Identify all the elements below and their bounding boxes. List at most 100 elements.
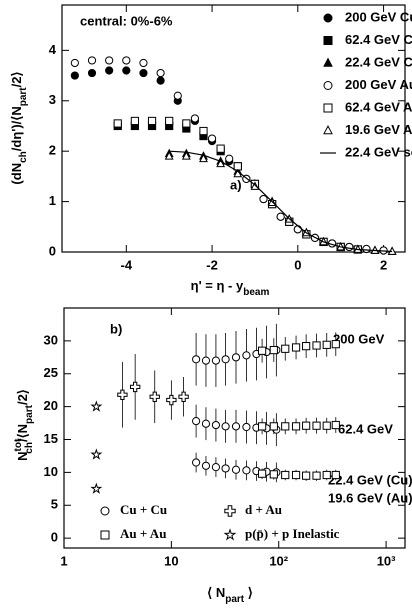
y-tick-label: 5 [51, 497, 58, 512]
y-tick-label: 20 [44, 398, 58, 413]
marker [293, 225, 302, 234]
marker [216, 144, 225, 153]
marker [122, 56, 131, 65]
x-axis-label-part: η' = η - y [191, 278, 244, 293]
marker [139, 58, 148, 68]
marker [269, 470, 278, 479]
marker [87, 68, 97, 78]
marker [221, 355, 230, 364]
legend-label: 22.4 GeV Cu+Cu [345, 54, 412, 69]
marker [322, 340, 331, 349]
annotation: 22.4 GeV (Cu) [328, 472, 412, 487]
legend-label: 62.4 GeV Cu+Cu [345, 32, 412, 47]
y-axis-label: Ntotch/⟨Npart/2⟩ [13, 389, 35, 461]
legend-label: 22.4 GeV scaled Au+Au [345, 144, 412, 159]
marker [281, 422, 290, 431]
marker [166, 394, 177, 406]
marker [345, 242, 354, 252]
y-axis-label-part: /2⟩ [15, 389, 30, 405]
marker [225, 154, 234, 163]
y-tick-label: 25 [44, 365, 58, 380]
marker [87, 56, 97, 65]
marker [291, 343, 301, 352]
annotation: a) [230, 177, 242, 192]
marker [211, 356, 221, 365]
marker [201, 419, 211, 428]
x-axis-label-part: ⟨ N [207, 585, 225, 600]
legend-label: Cu + Cu [120, 502, 167, 517]
legend-marker [323, 81, 333, 90]
x-tick-label: 0 [294, 257, 301, 272]
y-axis-label-part: part [24, 404, 35, 424]
legend-label: d + Au [245, 502, 282, 517]
plot-frame [61, 4, 406, 253]
annotation: 19.6 GeV (Au) [328, 490, 412, 505]
marker [164, 151, 174, 160]
y-axis-label-part: /⟨N [15, 424, 30, 442]
marker [117, 389, 128, 400]
legend-marker [224, 505, 236, 517]
marker [70, 71, 79, 80]
marker [90, 482, 103, 494]
marker [130, 116, 139, 126]
marker [192, 355, 201, 364]
x-tick-label: 2 [380, 257, 387, 272]
legend-marker [323, 36, 333, 45]
marker [242, 351, 251, 360]
legend-marker [323, 57, 333, 67]
y-tick-label: 2 [49, 143, 56, 158]
x-tick-label: 1 [60, 553, 67, 568]
marker [70, 58, 79, 68]
x-tick-label: 10³ [377, 553, 396, 568]
marker [242, 422, 251, 432]
marker [233, 162, 242, 171]
marker [322, 421, 331, 430]
marker [156, 68, 165, 78]
y-tick-label: 15 [44, 431, 58, 446]
marker [178, 391, 189, 402]
legend-marker [100, 530, 110, 540]
y-axis-label-part: tot [13, 438, 24, 451]
y-axis-label-part: ch [18, 151, 29, 163]
marker [207, 134, 217, 143]
annotation: 62.4 GeV [338, 421, 393, 436]
marker [269, 345, 278, 355]
legend-marker [323, 103, 333, 113]
y-axis-label: (dNch/dη')/⟨Npart/2⟩ [9, 71, 28, 184]
marker [201, 356, 211, 365]
marker [302, 342, 311, 351]
y-axis-label-part: (dN [9, 163, 24, 185]
marker [231, 353, 241, 362]
marker [216, 158, 226, 168]
marker [199, 153, 208, 163]
marker [312, 421, 321, 430]
annotation: b) [110, 321, 122, 336]
marker [181, 151, 191, 160]
legend-marker [323, 13, 333, 23]
marker [192, 416, 201, 426]
marker [113, 119, 122, 128]
y-axis-label-part: ch [24, 442, 35, 454]
x-tick-label: 10² [269, 553, 288, 568]
marker [211, 463, 221, 472]
y-tick-label: 30 [44, 332, 58, 347]
x-axis-label-part: part [225, 594, 245, 605]
marker [221, 422, 230, 431]
marker [173, 91, 182, 100]
marker [312, 471, 321, 480]
legend-label: 62.4 GeV Au+Au [345, 99, 412, 114]
legend-label: Au + Au [120, 526, 166, 541]
marker [291, 470, 301, 480]
y-tick-label: 0 [49, 243, 56, 258]
marker [90, 400, 103, 412]
marker [147, 116, 157, 126]
marker [322, 470, 331, 480]
legend-label: 200 GeV Au+Au [345, 77, 412, 92]
marker [182, 119, 191, 128]
x-tick-label: 10 [164, 553, 178, 568]
x-axis-label-part: ⟩ [244, 585, 253, 600]
marker [312, 341, 321, 350]
marker [90, 448, 103, 460]
marker [231, 465, 241, 474]
